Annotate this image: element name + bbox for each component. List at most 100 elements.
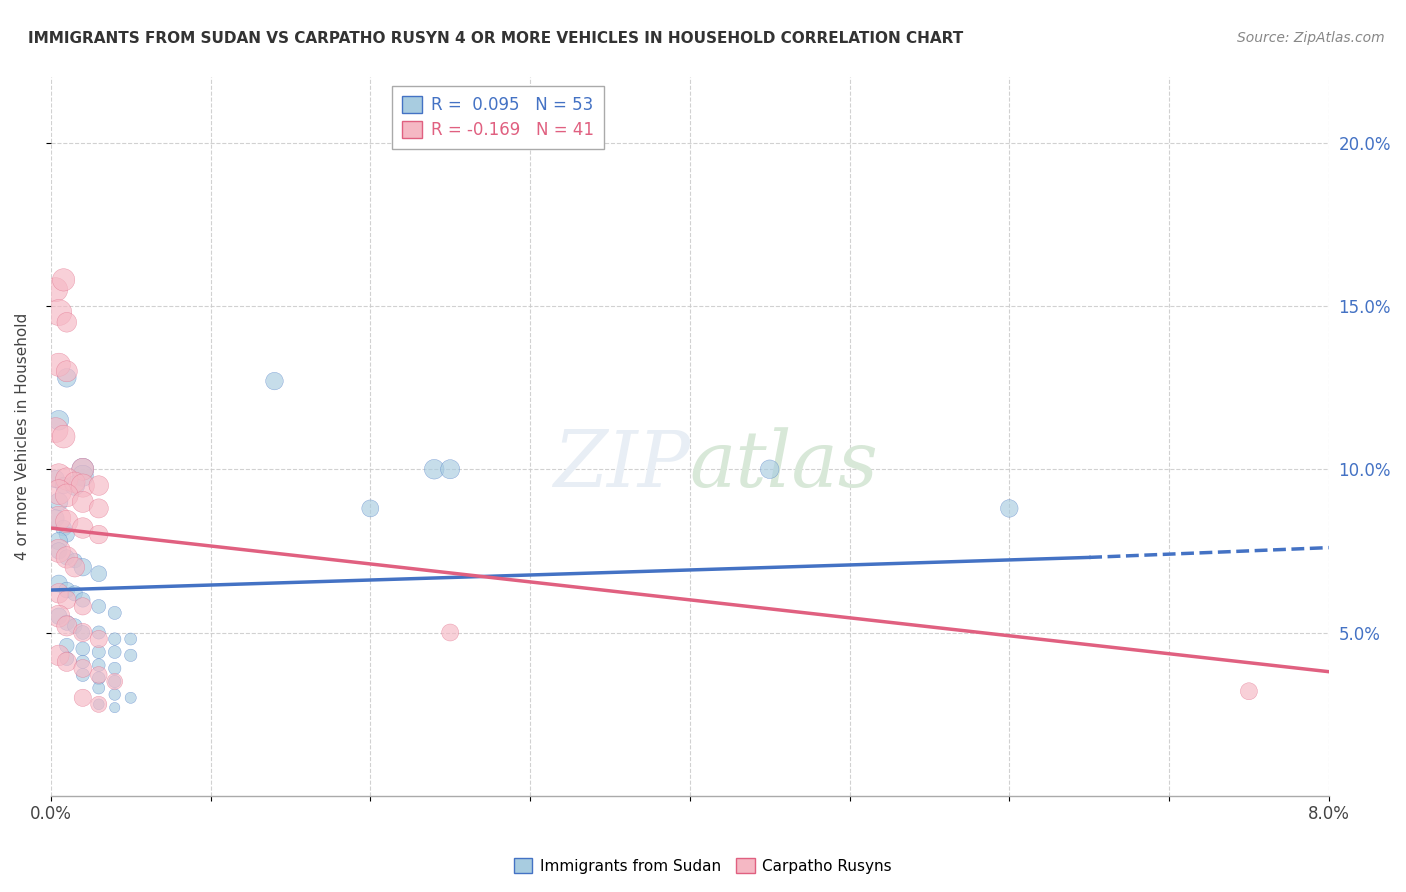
Point [45, 423, 67, 437]
Point [56, 315, 79, 329]
Point [87, 681, 110, 695]
Text: atlas: atlas [690, 427, 879, 503]
Point [48, 544, 70, 558]
Point [48, 413, 70, 427]
Point [56, 592, 79, 607]
Point [72, 478, 94, 492]
Point [87, 671, 110, 685]
Point [423, 462, 446, 476]
Point [72, 668, 94, 682]
Point [72, 641, 94, 656]
Point [48, 609, 70, 624]
Point [87, 632, 110, 646]
Text: ZIP: ZIP [553, 427, 690, 503]
Point [48, 609, 70, 624]
Point [48, 511, 70, 525]
Point [56, 655, 79, 669]
Point [52, 273, 75, 287]
Point [48, 544, 70, 558]
Point [56, 371, 79, 385]
Point [359, 501, 381, 516]
Point [56, 550, 79, 565]
Text: IMMIGRANTS FROM SUDAN VS CARPATHO RUSYN 4 OR MORE VEHICLES IN HOUSEHOLD CORRELAT: IMMIGRANTS FROM SUDAN VS CARPATHO RUSYN … [28, 31, 963, 46]
Point [72, 625, 94, 640]
Point [45, 472, 67, 486]
Point [439, 625, 461, 640]
Legend: R =  0.095   N = 53, R = -0.169   N = 41: R = 0.095 N = 53, R = -0.169 N = 41 [392, 86, 603, 149]
Point [63, 560, 86, 574]
Point [56, 515, 79, 529]
Point [48, 534, 70, 549]
Point [87, 658, 110, 673]
Point [63, 554, 86, 568]
Point [120, 648, 142, 663]
Point [72, 661, 94, 675]
Point [104, 606, 127, 620]
Point [48, 358, 70, 372]
Point [72, 495, 94, 509]
Point [56, 472, 79, 486]
Point [56, 527, 79, 541]
Point [63, 478, 86, 492]
Point [87, 599, 110, 614]
Point [104, 632, 127, 646]
Point [758, 462, 780, 476]
Point [120, 690, 142, 705]
Point [87, 698, 110, 712]
Point [104, 645, 127, 659]
Point [72, 625, 94, 640]
Point [63, 586, 86, 600]
Point [48, 576, 70, 591]
Point [87, 566, 110, 581]
Point [87, 527, 110, 541]
Point [87, 625, 110, 640]
Point [72, 655, 94, 669]
Point [104, 674, 127, 689]
Point [48, 485, 70, 500]
Point [87, 478, 110, 492]
Point [56, 651, 79, 665]
Point [72, 521, 94, 535]
Point [52, 478, 75, 492]
Point [439, 462, 461, 476]
Y-axis label: 4 or more Vehicles in Household: 4 or more Vehicles in Household [15, 313, 30, 560]
Point [72, 599, 94, 614]
Point [56, 639, 79, 653]
Text: Source: ZipAtlas.com: Source: ZipAtlas.com [1237, 31, 1385, 45]
Point [87, 698, 110, 712]
Point [72, 462, 94, 476]
Point [52, 429, 75, 443]
Point [72, 462, 94, 476]
Point [56, 550, 79, 565]
Point [48, 648, 70, 663]
Point [1237, 684, 1260, 698]
Point [56, 582, 79, 597]
Point [56, 488, 79, 502]
Point [48, 495, 70, 509]
Point [104, 674, 127, 689]
Point [998, 501, 1021, 516]
Point [63, 619, 86, 633]
Point [263, 374, 285, 388]
Point [56, 619, 79, 633]
Point [87, 501, 110, 516]
Point [104, 700, 127, 714]
Point [72, 560, 94, 574]
Point [104, 688, 127, 702]
Point [45, 511, 67, 525]
Point [120, 632, 142, 646]
Point [72, 468, 94, 483]
Point [87, 645, 110, 659]
Point [87, 668, 110, 682]
Point [52, 521, 75, 535]
Point [63, 475, 86, 490]
Point [56, 364, 79, 378]
Point [45, 283, 67, 297]
Point [48, 586, 70, 600]
Point [72, 592, 94, 607]
Point [48, 305, 70, 319]
Point [104, 661, 127, 675]
Point [56, 615, 79, 630]
Point [48, 468, 70, 483]
Legend: Immigrants from Sudan, Carpatho Rusyns: Immigrants from Sudan, Carpatho Rusyns [508, 852, 898, 880]
